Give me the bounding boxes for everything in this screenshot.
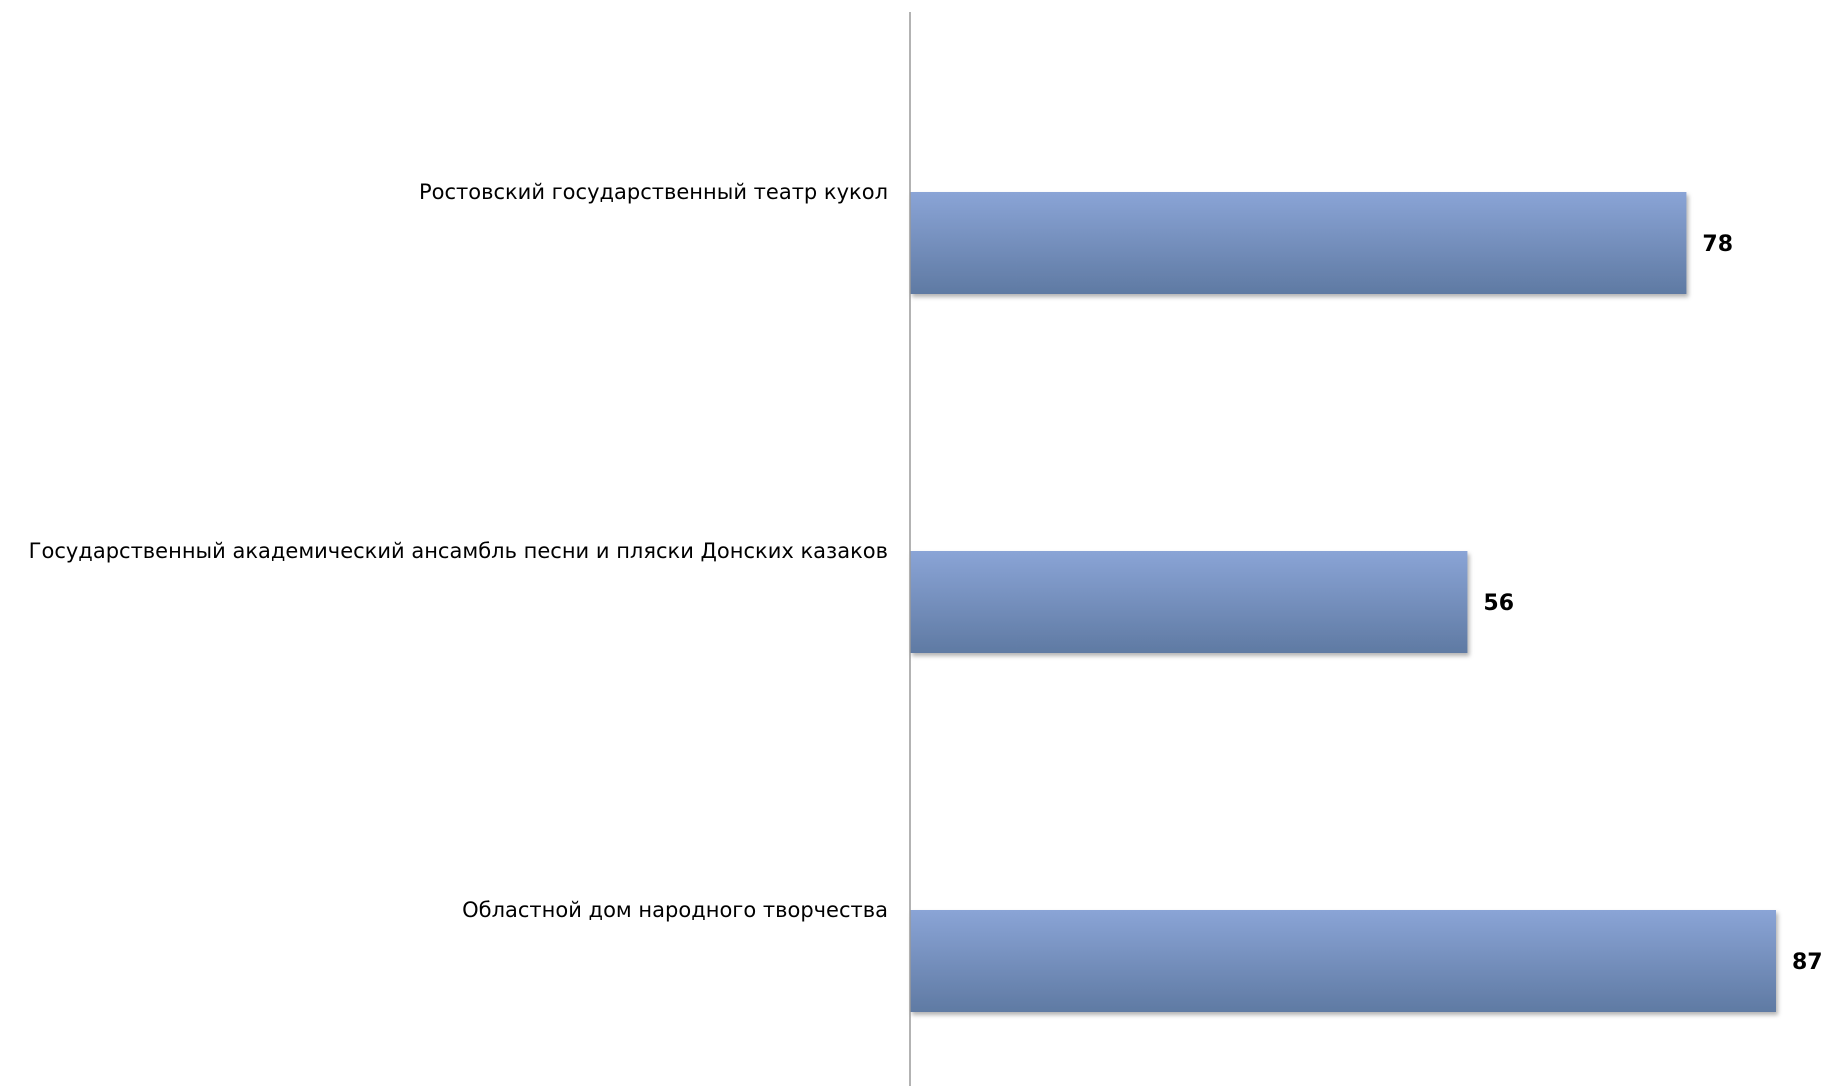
bar-2 [910, 551, 1468, 653]
value-label-1: 78 [1702, 232, 1733, 257]
labels-layer: Ростовский государственный театр кукол 78… [29, 180, 1823, 975]
bars-layer [910, 192, 1776, 1012]
bar-3 [910, 910, 1776, 1012]
value-label-3: 87 [1792, 950, 1823, 975]
category-label-1: Ростовский государственный театр кукол [419, 180, 888, 204]
category-label-2: Государственный академический ансамбль п… [29, 539, 888, 563]
category-label-3: Областной дом народного творчества [462, 898, 888, 922]
bar-1 [910, 192, 1687, 294]
value-label-2: 56 [1483, 591, 1514, 616]
